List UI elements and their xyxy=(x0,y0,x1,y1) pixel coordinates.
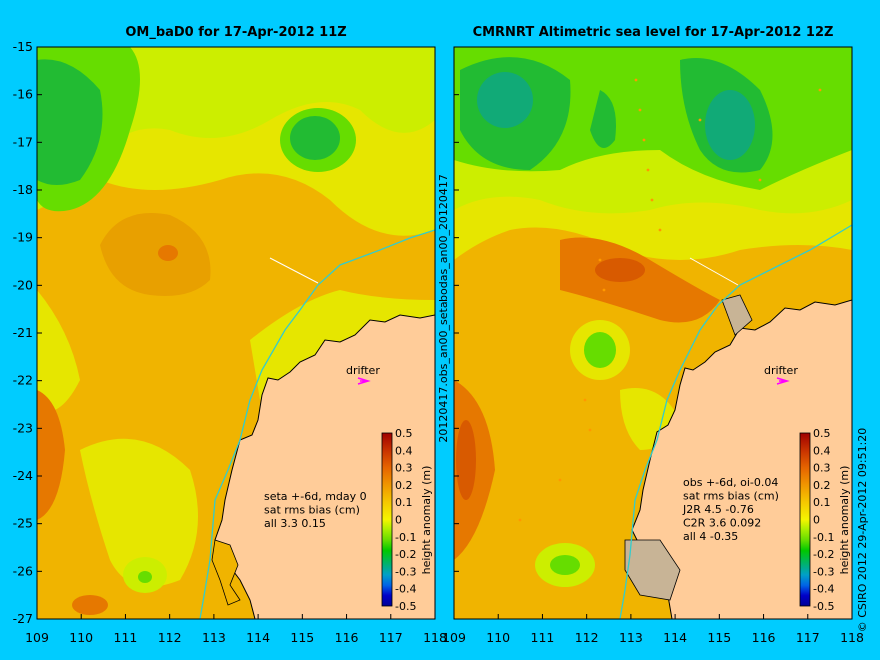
annotation-line: obs +-6d, oi-0.04 xyxy=(683,476,778,489)
colorbar-tick-label: -0.4 xyxy=(813,583,834,596)
colorbar-tick-label: -0.2 xyxy=(395,548,416,561)
colorbar-tick-label: 0.3 xyxy=(395,462,413,475)
lat-label: -17 xyxy=(13,134,33,149)
lat-label: -15 xyxy=(13,39,33,54)
colorbar-tick-label: 0.4 xyxy=(813,444,831,457)
colorbar-tick-label: 0.2 xyxy=(395,479,413,492)
lat-label: -19 xyxy=(13,230,33,245)
annotation-line: all 4 -0.35 xyxy=(683,530,738,543)
lon-label: 110 xyxy=(69,630,93,645)
copyright-label: © CSIRO 2012 29-Apr-2012 09:51:20 xyxy=(856,428,869,633)
lat-label: -22 xyxy=(13,373,33,388)
left-drifter-label: drifter xyxy=(346,364,380,377)
colorbar-tick-label: 0 xyxy=(813,514,820,527)
colorbar-tick-label: 0.4 xyxy=(395,444,413,457)
right-drifter-arrow xyxy=(776,377,790,385)
lon-label: 114 xyxy=(663,630,687,645)
axis-ticks xyxy=(36,46,853,620)
lon-label: 111 xyxy=(114,630,138,645)
annotation-line: seta +-6d, mday 0 xyxy=(264,490,367,503)
lat-label: -20 xyxy=(13,277,33,292)
lat-label: -27 xyxy=(13,611,33,626)
left-map-panel xyxy=(37,47,435,619)
colorbar-tick-label: -0.1 xyxy=(395,531,416,544)
colorbar-tick-label: 0 xyxy=(395,514,402,527)
latitude-labels: -15 -16 -17 -18 -19 -20 -21 -22 -23 -24 -25 -26 -27 xyxy=(13,39,33,626)
colorbar-tick-label: -0.5 xyxy=(395,600,416,613)
right-drifter-label: drifter xyxy=(764,364,798,377)
lat-label: -24 xyxy=(13,468,33,483)
colorbar-tick-label: 0.1 xyxy=(813,496,831,509)
colorbar-tick-label: 0.5 xyxy=(813,427,831,440)
middle-vertical-label: 20120417.obs_an00_seta xyxy=(437,301,450,442)
lat-label: -25 xyxy=(13,516,33,531)
lon-label: 116 xyxy=(752,630,776,645)
lon-label: 115 xyxy=(707,630,731,645)
right-colorbar: 0.5 0.4 0.3 0.2 0.1 0 -0.1 -0.2 -0.3 -0.4 -0.5 hei… xyxy=(799,427,851,613)
lon-label: 113 xyxy=(619,630,643,645)
lon-label: 111 xyxy=(531,630,555,645)
lat-label: -16 xyxy=(13,87,33,102)
left-colorbar-label: height anomaly (m) xyxy=(420,466,433,575)
left-drifter-arrow xyxy=(357,377,371,385)
right-panel-title: CMRNRT Altimetric sea level for 17-Apr-2… xyxy=(473,25,834,40)
colorbar-tick-label: -0.5 xyxy=(813,600,834,613)
annotation-line: all 3.3 0.15 xyxy=(264,517,326,530)
longitude-labels-left: 109 110 111 112 113 114 115 116 117 118 xyxy=(25,630,447,645)
lat-label: -21 xyxy=(13,325,33,340)
colorbar-tick-label: -0.4 xyxy=(395,583,416,596)
lon-label: 109 xyxy=(442,630,466,645)
middle-vertical-label-top: bodas_an00_20120417 xyxy=(437,174,450,302)
annotation-line: J2R 4.5 -0.76 xyxy=(682,503,754,516)
lon-label: 110 xyxy=(486,630,510,645)
colorbar-tick-label: 0.3 xyxy=(813,462,831,475)
colorbar-tick-label: 0.5 xyxy=(395,427,413,440)
right-colorbar-label: height anomaly (m) xyxy=(838,466,851,575)
lon-label: 115 xyxy=(290,630,314,645)
colorbar-tick-label: 0.1 xyxy=(395,496,413,509)
lat-label: -26 xyxy=(13,563,33,578)
right-map-panel xyxy=(454,47,852,619)
lon-label: 113 xyxy=(202,630,226,645)
lon-label: 116 xyxy=(335,630,359,645)
lon-label: 117 xyxy=(796,630,820,645)
lon-label: 112 xyxy=(158,630,182,645)
colorbar-tick-label: -0.2 xyxy=(813,548,834,561)
lon-label: 118 xyxy=(840,630,864,645)
colorbar-tick-label: 0.2 xyxy=(813,479,831,492)
annotation-line: sat rms bias (cm) xyxy=(683,490,779,503)
lon-label: 114 xyxy=(246,630,270,645)
colorbar-tick-label: -0.1 xyxy=(813,531,834,544)
lat-label: -18 xyxy=(13,182,33,197)
colorbar-tick-label: -0.3 xyxy=(813,565,834,578)
left-panel-title: OM_baD0 for 17-Apr-2012 11Z xyxy=(125,25,346,40)
longitude-labels-right: 109 110 111 112 113 114 115 116 117 118 xyxy=(442,630,864,645)
colorbar-tick-label: -0.3 xyxy=(395,565,416,578)
lon-label: 112 xyxy=(575,630,599,645)
lon-label: 118 xyxy=(423,630,447,645)
annotation-line: sat rms bias (cm) xyxy=(264,504,360,517)
lat-label: -23 xyxy=(13,420,33,435)
left-colorbar: 0.5 0.4 0.3 0.2 0.1 0 -0.1 -0.2 -0.3 -0.4 -0.5 hei… xyxy=(381,427,433,613)
lon-label: 109 xyxy=(25,630,49,645)
lon-label: 117 xyxy=(379,630,403,645)
annotation-line: C2R 3.6 0.092 xyxy=(683,517,761,530)
